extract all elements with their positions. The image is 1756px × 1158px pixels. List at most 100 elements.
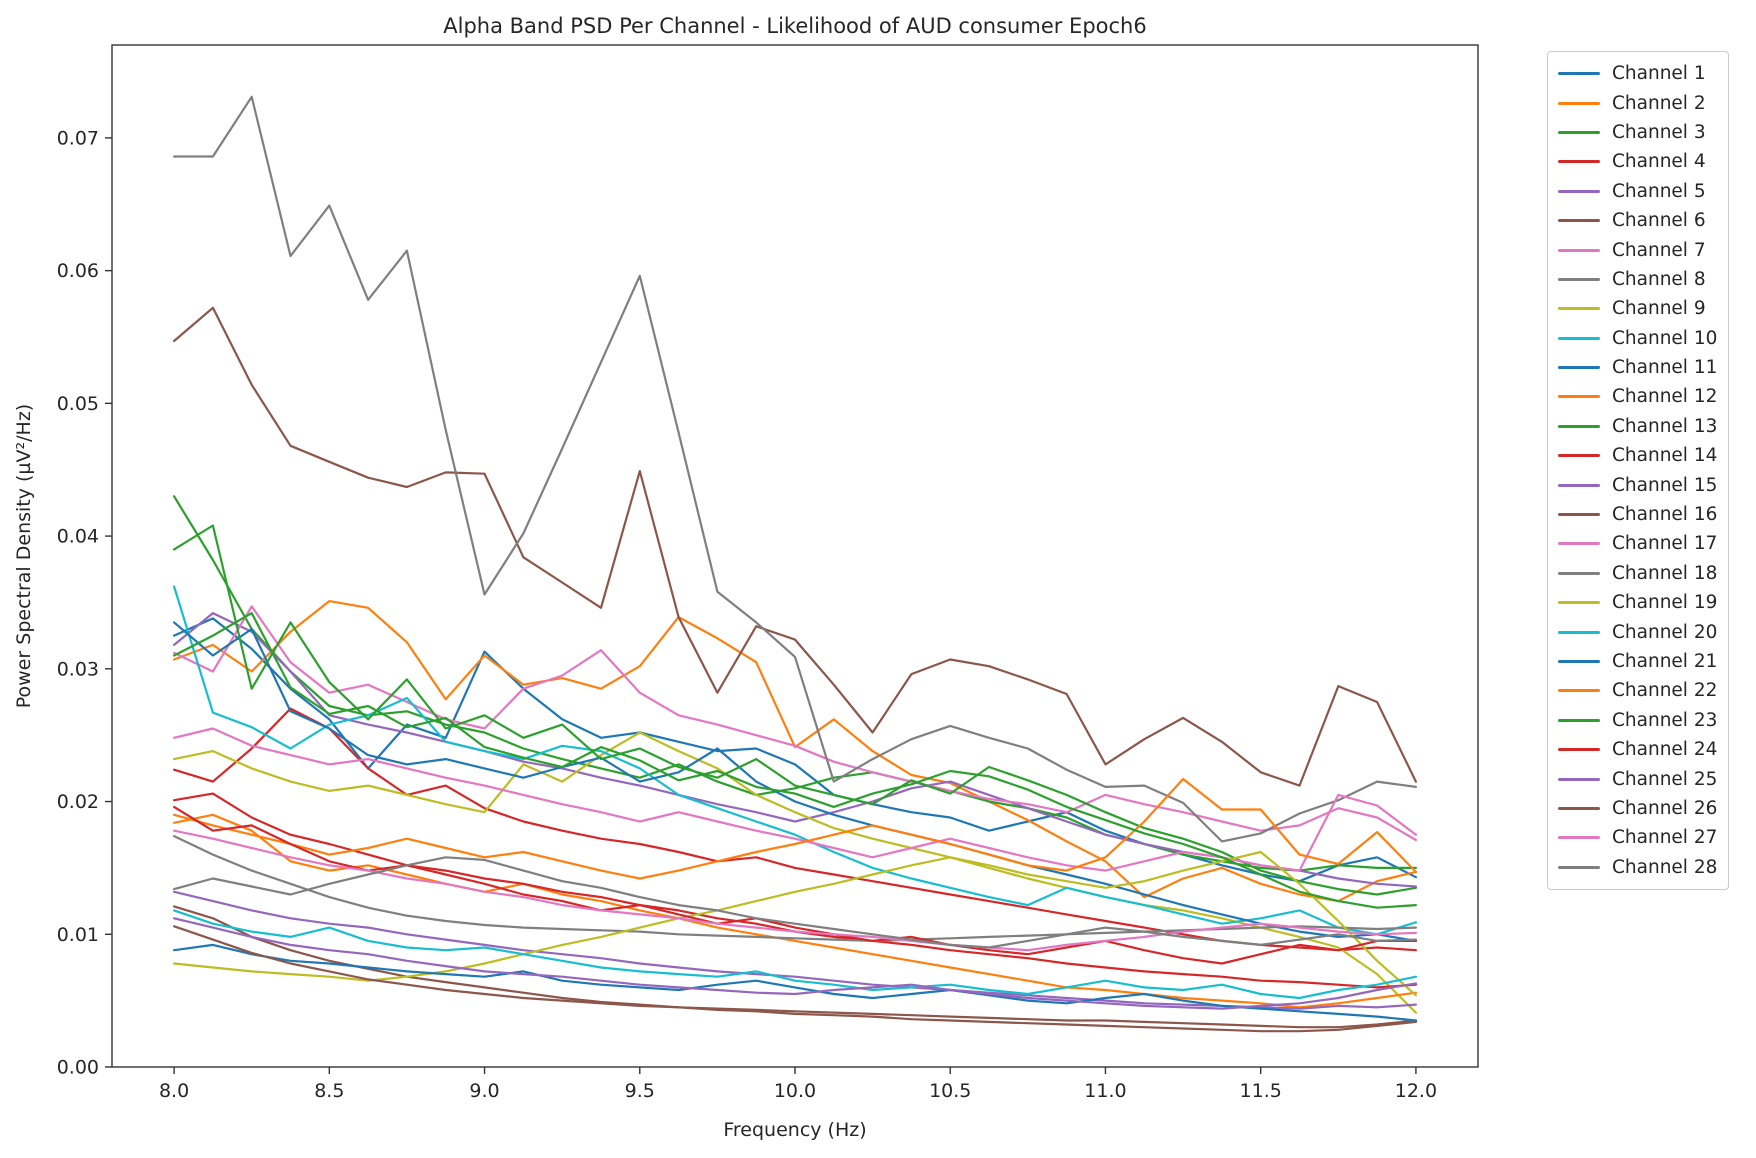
legend-color-swatch bbox=[1558, 424, 1600, 428]
legend-label: Channel 14 bbox=[1612, 445, 1718, 467]
series-line-channel-26 bbox=[173, 925, 1418, 1033]
legend-color-swatch bbox=[1558, 483, 1600, 487]
legend-color-swatch bbox=[1558, 219, 1600, 223]
legend-item-channel-15: Channel 15 bbox=[1558, 470, 1718, 499]
legend-item-channel-20: Channel 20 bbox=[1558, 617, 1718, 646]
legend-item-channel-3: Channel 3 bbox=[1558, 118, 1718, 147]
x-tick-label: 10.0 bbox=[774, 1080, 816, 1102]
legend-color-swatch bbox=[1558, 72, 1600, 76]
series-line-channel-7 bbox=[173, 605, 1418, 842]
legend-item-channel-6: Channel 6 bbox=[1558, 206, 1718, 235]
legend-label: Channel 9 bbox=[1612, 298, 1706, 320]
x-tick-label: 11.0 bbox=[1084, 1080, 1126, 1102]
legend-color-swatch bbox=[1558, 277, 1600, 281]
legend-item-channel-17: Channel 17 bbox=[1558, 529, 1718, 558]
legend-item-channel-23: Channel 23 bbox=[1558, 706, 1718, 735]
legend-label: Channel 13 bbox=[1612, 415, 1718, 437]
legend-color-swatch bbox=[1558, 130, 1600, 134]
legend-item-channel-16: Channel 16 bbox=[1558, 500, 1718, 529]
legend-item-channel-18: Channel 18 bbox=[1558, 559, 1718, 588]
legend-item-channel-12: Channel 12 bbox=[1558, 382, 1718, 411]
legend-color-swatch bbox=[1558, 777, 1600, 781]
legend-label: Channel 3 bbox=[1612, 121, 1706, 143]
legend-item-channel-19: Channel 19 bbox=[1558, 588, 1718, 617]
legend-item-channel-1: Channel 1 bbox=[1558, 59, 1718, 88]
series-line-channel-22 bbox=[173, 777, 1418, 880]
legend-color-swatch bbox=[1558, 366, 1600, 370]
legend-label: Channel 7 bbox=[1612, 239, 1706, 261]
series-line-channel-15 bbox=[173, 890, 1418, 1010]
legend-label: Channel 10 bbox=[1612, 327, 1718, 349]
plot-series bbox=[173, 95, 1418, 1033]
legend-label: Channel 22 bbox=[1612, 680, 1718, 702]
y-tick-label: 0.04 bbox=[57, 526, 99, 548]
legend-label: Channel 18 bbox=[1612, 562, 1718, 584]
series-line-channel-11 bbox=[173, 621, 1418, 943]
y-tick-label: 0.00 bbox=[57, 1057, 99, 1079]
legend-label: Channel 26 bbox=[1612, 797, 1718, 819]
legend-item-channel-14: Channel 14 bbox=[1558, 441, 1718, 470]
legend-label: Channel 11 bbox=[1612, 357, 1718, 379]
legend-label: Channel 6 bbox=[1612, 210, 1706, 232]
series-line-channel-9 bbox=[173, 731, 1418, 1014]
x-tick-label: 10.5 bbox=[929, 1080, 971, 1102]
series-line-channel-25 bbox=[173, 917, 1418, 1010]
series-line-channel-23 bbox=[173, 611, 1418, 909]
legend-color-swatch bbox=[1558, 307, 1600, 311]
series-line-channel-6 bbox=[173, 306, 1418, 787]
legend-item-channel-4: Channel 4 bbox=[1558, 147, 1718, 176]
legend-color-swatch bbox=[1558, 836, 1600, 840]
series-line-channel-13 bbox=[173, 524, 1418, 896]
legend-item-channel-7: Channel 7 bbox=[1558, 235, 1718, 264]
legend-color-swatch bbox=[1558, 806, 1600, 810]
legend-item-channel-11: Channel 11 bbox=[1558, 353, 1718, 382]
legend-color-swatch bbox=[1558, 630, 1600, 634]
y-tick-label: 0.06 bbox=[57, 260, 99, 282]
legend-color-swatch bbox=[1558, 189, 1600, 193]
series-line-channel-8 bbox=[173, 95, 1418, 843]
legend-color-swatch bbox=[1558, 571, 1600, 575]
y-tick-label: 0.02 bbox=[57, 791, 99, 813]
y-axis-label: Power Spectral Density (µV²/Hz) bbox=[13, 404, 35, 708]
x-tick-label: 8.5 bbox=[314, 1080, 344, 1102]
legend-item-channel-26: Channel 26 bbox=[1558, 794, 1718, 823]
series-line-channel-16 bbox=[173, 905, 1418, 1029]
series-line-channel-10 bbox=[173, 585, 1418, 936]
y-tick-label: 0.03 bbox=[57, 658, 99, 680]
x-tick-label: 12.0 bbox=[1395, 1080, 1437, 1102]
series-line-channel-20 bbox=[173, 909, 1418, 1000]
legend-label: Channel 12 bbox=[1612, 386, 1718, 408]
series-line-channel-27 bbox=[173, 829, 1418, 952]
legend-label: Channel 5 bbox=[1612, 180, 1706, 202]
series-line-channel-17 bbox=[173, 727, 1418, 872]
legend-item-channel-27: Channel 27 bbox=[1558, 823, 1718, 852]
y-tick-label: 0.07 bbox=[57, 127, 99, 149]
legend-color-swatch bbox=[1558, 542, 1600, 546]
x-tick-label: 8.0 bbox=[159, 1080, 189, 1102]
legend-label: Channel 2 bbox=[1612, 92, 1706, 114]
legend-item-channel-24: Channel 24 bbox=[1558, 735, 1718, 764]
series-line-channel-24 bbox=[173, 805, 1418, 965]
legend-item-channel-25: Channel 25 bbox=[1558, 764, 1718, 793]
legend-color-swatch bbox=[1558, 748, 1600, 752]
legend-item-channel-9: Channel 9 bbox=[1558, 294, 1718, 323]
legend-label: Channel 23 bbox=[1612, 709, 1718, 731]
legend-color-swatch bbox=[1558, 513, 1600, 517]
legend-box: Channel 1 Channel 2 Channel 3 Channel 4 Chan… bbox=[1547, 51, 1729, 890]
legend-label: Channel 27 bbox=[1612, 827, 1718, 849]
legend-item-channel-21: Channel 21 bbox=[1558, 647, 1718, 676]
legend-color-swatch bbox=[1558, 248, 1600, 252]
legend-label: Channel 16 bbox=[1612, 504, 1718, 526]
legend-label: Channel 19 bbox=[1612, 592, 1718, 614]
legend-color-swatch bbox=[1558, 454, 1600, 458]
legend-label: Channel 28 bbox=[1612, 856, 1718, 878]
x-tick-label: 11.5 bbox=[1240, 1080, 1282, 1102]
legend-label: Channel 21 bbox=[1612, 651, 1718, 672]
x-tick-label: 9.5 bbox=[625, 1080, 655, 1102]
legend-label: Channel 24 bbox=[1612, 739, 1718, 761]
legend-label: Channel 4 bbox=[1612, 151, 1706, 173]
legend-color-swatch bbox=[1558, 689, 1600, 693]
series-line-channel-21 bbox=[173, 943, 1418, 1022]
